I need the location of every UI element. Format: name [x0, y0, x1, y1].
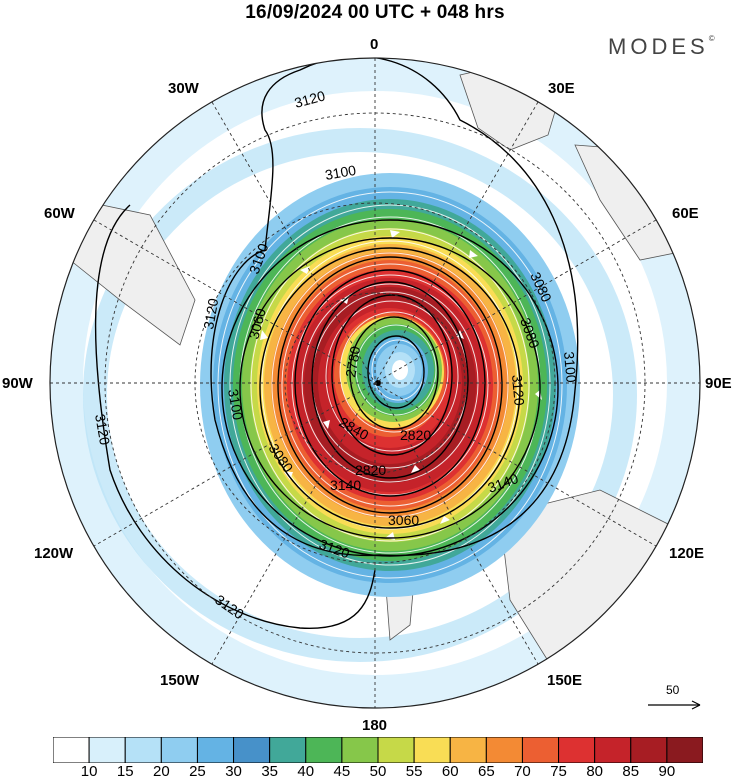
colorbar-cell	[269, 737, 307, 763]
colorbar-tick-label: 20	[152, 763, 170, 780]
outer-jet-band	[83, 128, 637, 662]
colorbar-tick-label: 60	[441, 763, 459, 780]
colorbar-cell	[305, 737, 343, 763]
lon-label-90e: 90E	[705, 375, 732, 392]
colorbar-tick-label: 50	[369, 763, 387, 780]
colorbar-cell	[196, 737, 235, 763]
contour-label: 3060	[245, 306, 269, 340]
colorbar-tick-label: 65	[477, 763, 495, 780]
contour-label: 3120	[509, 374, 528, 407]
lon-label-30e: 30E	[548, 80, 575, 97]
colorbar-tick-label: 45	[333, 763, 351, 780]
colorbar-cell	[485, 737, 523, 763]
lon-label-150e: 150E	[547, 672, 583, 689]
colorbar-tick-label: 70	[514, 763, 531, 780]
pole-marker	[375, 380, 381, 386]
colorbar-tick-label: 30	[225, 763, 242, 780]
wind-reference-label: 50	[666, 683, 680, 697]
lon-label-60e: 60E	[672, 205, 699, 222]
africa-land	[574, 144, 691, 261]
contour-label: 3120	[293, 87, 327, 111]
colorbar-cell	[630, 737, 668, 763]
graticule	[50, 58, 700, 708]
height-contours	[94, 58, 579, 629]
map-title: 16/09/2024 00 UTC + 048 hrs	[245, 2, 505, 23]
lon-label-60w: 60W	[44, 205, 75, 222]
lon-label-90w: 90W	[2, 375, 33, 392]
map-boundary	[49, 57, 701, 709]
colorbar-cell	[124, 737, 162, 763]
lon-label-120w: 120W	[34, 545, 74, 562]
colorbar-tick-label: 85	[622, 763, 640, 780]
colorbar-cell	[233, 737, 271, 763]
colorbar-tick-label: 25	[189, 763, 206, 780]
colorbar-cell	[53, 737, 90, 763]
contour-label: 3060	[388, 512, 419, 528]
lon-label-120e: 120E	[669, 545, 705, 562]
contour-label: 3140	[330, 477, 361, 493]
colorbar-cell	[377, 737, 415, 763]
colorbar-tick-label: 10	[80, 763, 98, 780]
colorbar-cell	[413, 737, 451, 763]
colorbar-tick-label: 35	[261, 763, 278, 780]
contour-label: 3120	[92, 413, 113, 447]
contour-label: 3100	[324, 162, 358, 183]
copyright-mark: ©	[708, 34, 715, 43]
colorbar-tick-label: 15	[116, 763, 134, 780]
contour-label: 2820	[400, 427, 431, 443]
colorbar-cell	[449, 737, 487, 763]
colorbar-cell	[666, 737, 703, 763]
colorbar-cell	[594, 737, 632, 763]
lon-label-150w: 150W	[160, 672, 200, 689]
colorbar-cell	[558, 737, 596, 763]
lon-label-180: 180	[362, 717, 388, 734]
modes-logo: MODES©	[608, 34, 715, 60]
colorbar-cell	[341, 737, 379, 763]
lon-label-0: 0	[370, 36, 379, 53]
contour-label: 2820	[355, 462, 386, 478]
contour-label: 2780	[342, 345, 363, 379]
brand-text: MODES	[608, 34, 709, 59]
colorbar-cell	[88, 737, 126, 763]
colorbar	[53, 737, 703, 763]
colorbar-cell	[521, 737, 560, 763]
wind-reference-arrowhead	[691, 700, 701, 710]
contour-label: 3100	[561, 351, 580, 384]
colorbar-tick-label: 55	[405, 763, 423, 780]
colorbar-tick-label: 90	[658, 763, 676, 780]
colorbar-cell	[160, 737, 198, 763]
contour-label: 3120	[200, 297, 221, 331]
colorbar-tick-label: 75	[550, 763, 567, 780]
lon-label-30w: 30W	[168, 80, 199, 97]
colorbar-tick-label: 40	[297, 763, 315, 780]
contour-label: 3100	[225, 388, 246, 422]
colorbar-tick-label: 80	[586, 763, 603, 780]
